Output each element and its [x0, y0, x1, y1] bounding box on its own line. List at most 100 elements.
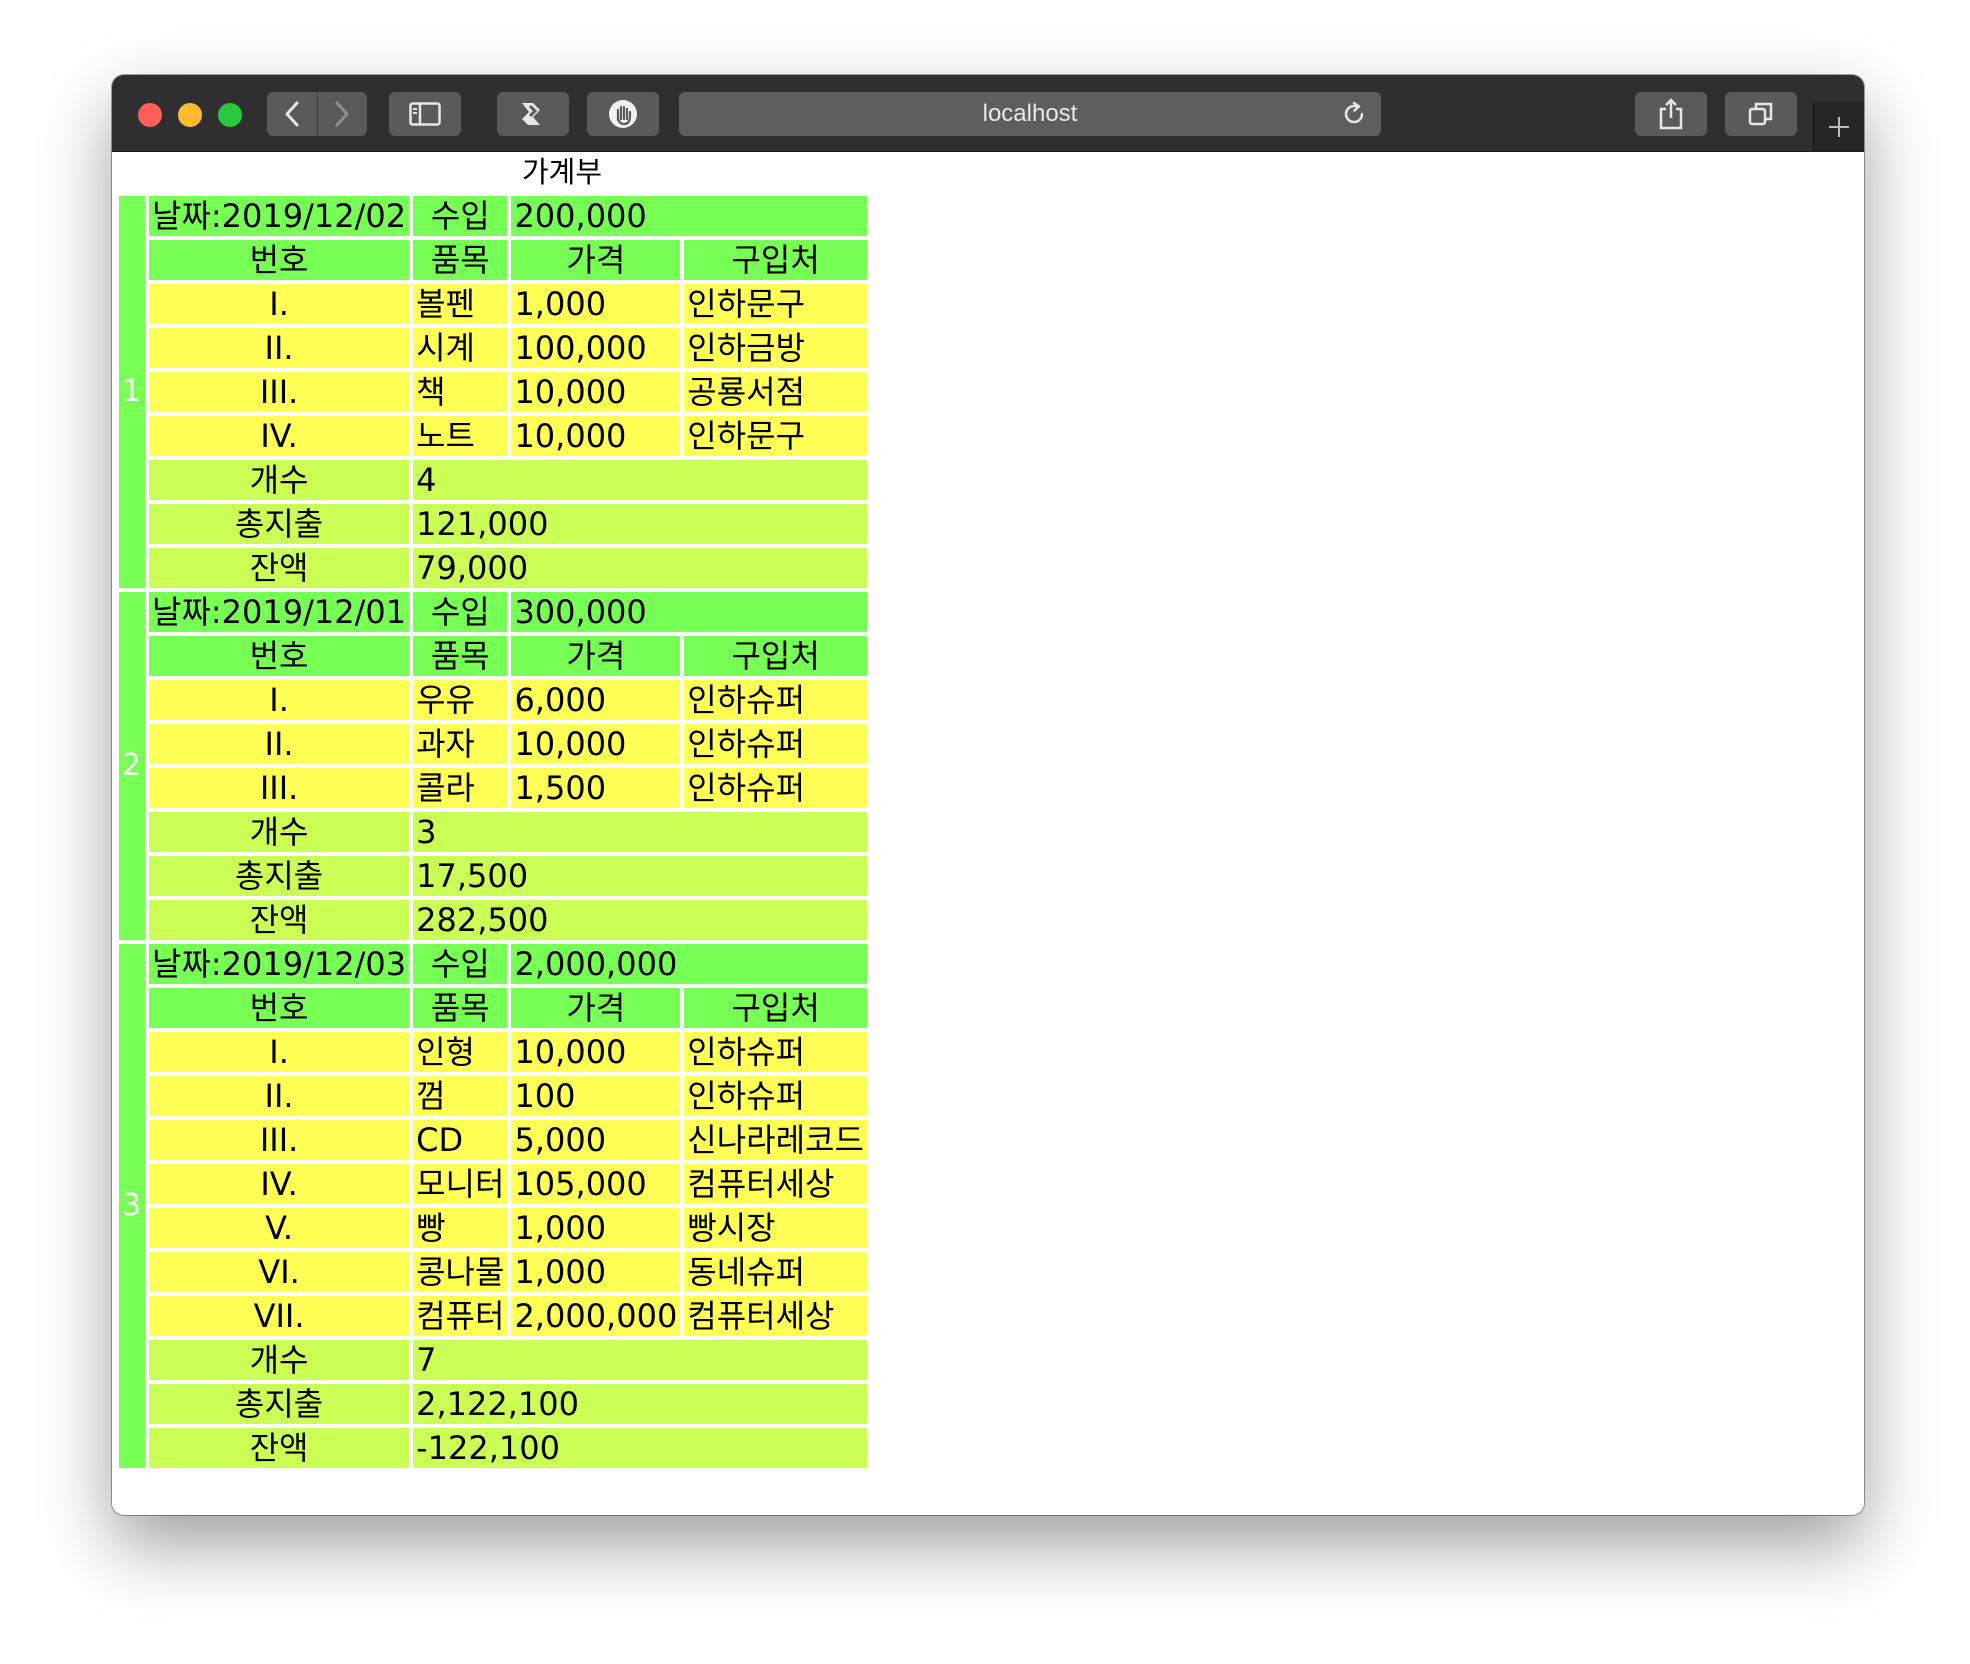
item-name: 과자 [413, 724, 508, 764]
close-window-button[interactable] [138, 103, 162, 127]
item-number: II. [149, 724, 410, 764]
browser-window: localhost 가계부 1 날짜:2019/12/02 수입 200,000 번호 품… [112, 75, 1864, 1515]
item-shop: 인하문구 [684, 284, 867, 324]
address-bar[interactable]: localhost [679, 92, 1381, 136]
column-item: 품목 [413, 240, 508, 280]
extension-icon [522, 103, 540, 125]
column-header-row: 번호 품목 가격 구입처 [119, 240, 867, 280]
ledger-table: 1 날짜:2019/12/02 수입 200,000 번호 품목 가격 구입처 I. 볼펜 1,00… [115, 192, 871, 1472]
table-row: VI. 콩나물 1,000 동네슈퍼 [119, 1252, 867, 1292]
extension-button[interactable] [497, 92, 569, 136]
sidebar-button[interactable] [389, 92, 461, 136]
item-price: 2,000,000 [511, 1296, 681, 1336]
column-header-row: 번호 품목 가격 구입처 [119, 988, 867, 1028]
summary-row-balance: 잔액 -122,100 [119, 1428, 867, 1468]
summary-value: 121,000 [413, 504, 867, 544]
minimize-window-button[interactable] [178, 103, 202, 127]
summary-label: 개수 [149, 812, 410, 852]
summary-label: 개수 [149, 460, 410, 500]
group-header-row: 3 날짜:2019/12/03 수입 2,000,000 [119, 944, 867, 1468]
item-number: III. [149, 768, 410, 808]
summary-label: 총지출 [149, 504, 410, 544]
item-name: 우유 [413, 680, 508, 720]
item-number: IV. [149, 1164, 410, 1204]
plus-icon [1829, 116, 1849, 137]
item-shop: 컴퓨터세상 [684, 1164, 867, 1204]
summary-label: 총지출 [149, 1384, 410, 1424]
item-name: 컴퓨터 [413, 1296, 508, 1336]
tabs-button[interactable] [1725, 92, 1797, 136]
income-label: 수입 [413, 944, 508, 984]
summary-row-total-expense: 총지출 17,500 [119, 856, 867, 896]
table-row: II. 시계 100,000 인하금방 [119, 328, 867, 368]
item-price: 10,000 [511, 1032, 681, 1072]
item-price: 1,000 [511, 1208, 681, 1248]
item-price: 10,000 [511, 372, 681, 412]
column-shop: 구입처 [684, 240, 867, 280]
group-header-row: 2 날짜:2019/12/01 수입 300,000 [119, 592, 867, 940]
back-icon [285, 101, 299, 127]
item-name: CD [413, 1120, 508, 1160]
item-price: 5,000 [511, 1120, 681, 1160]
item-number: VI. [149, 1252, 410, 1292]
summary-label: 잔액 [149, 548, 410, 588]
item-price: 1,000 [511, 1252, 681, 1292]
reload-button[interactable] [1341, 101, 1367, 131]
share-button[interactable] [1635, 92, 1707, 136]
tabs-icon [1748, 102, 1773, 126]
item-number: I. [149, 284, 410, 324]
table-row: III. 책 10,000 공룡서점 [119, 372, 867, 412]
back-forward-group [267, 92, 367, 136]
item-number: IV. [149, 416, 410, 456]
item-name: 콜라 [413, 768, 508, 808]
item-name: 시계 [413, 328, 508, 368]
item-number: I. [149, 680, 410, 720]
item-name: 껌 [413, 1076, 508, 1116]
summary-value: 4 [413, 460, 867, 500]
forward-button[interactable] [318, 92, 368, 136]
column-item: 품목 [413, 988, 508, 1028]
column-shop: 구입처 [684, 636, 867, 676]
item-shop: 인하슈퍼 [684, 1076, 867, 1116]
summary-value: 7 [413, 1340, 867, 1380]
item-name: 모니터 [413, 1164, 508, 1204]
item-shop: 빵시장 [684, 1208, 867, 1248]
privacy-button[interactable] [587, 92, 659, 136]
summary-row-total-expense: 총지출 121,000 [119, 504, 867, 544]
item-number: II. [149, 1076, 410, 1116]
column-header-row: 번호 품목 가격 구입처 [119, 636, 867, 676]
back-button[interactable] [267, 92, 318, 136]
item-price: 1,000 [511, 284, 681, 324]
page-content: 가계부 1 날짜:2019/12/02 수입 200,000 번호 품목 가격 구입처 I. 볼펜… [112, 152, 1864, 1515]
income-value: 200,000 [511, 196, 867, 236]
url-text: localhost [982, 100, 1078, 127]
sidebar-icon [409, 102, 441, 126]
column-price: 가격 [511, 240, 681, 280]
item-shop: 신나라레코드 [684, 1120, 867, 1160]
item-number: V. [149, 1208, 410, 1248]
income-label: 수입 [413, 196, 508, 236]
group-header-row: 1 날짜:2019/12/02 수입 200,000 [119, 196, 867, 588]
item-price: 105,000 [511, 1164, 681, 1204]
item-number: VII. [149, 1296, 410, 1336]
item-name: 콩나물 [413, 1252, 508, 1292]
income-value: 300,000 [511, 592, 867, 632]
group-date: 날짜:2019/12/02 [149, 196, 410, 236]
item-shop: 인하슈퍼 [684, 724, 867, 764]
new-tab-button[interactable] [1813, 102, 1864, 151]
summary-label: 개수 [149, 1340, 410, 1380]
item-shop: 인하슈퍼 [684, 1032, 867, 1072]
item-shop: 컴퓨터세상 [684, 1296, 867, 1336]
summary-value: -122,100 [413, 1428, 867, 1468]
item-price: 100,000 [511, 328, 681, 368]
item-number: I. [149, 1032, 410, 1072]
column-item: 품목 [413, 636, 508, 676]
table-row: I. 우유 6,000 인하슈퍼 [119, 680, 867, 720]
summary-value: 2,122,100 [413, 1384, 867, 1424]
forward-icon [335, 101, 349, 127]
zoom-window-button[interactable] [218, 103, 242, 127]
column-number: 번호 [149, 636, 410, 676]
reload-icon [1344, 101, 1364, 124]
group-index: 1 [119, 196, 145, 588]
table-row: II. 껌 100 인하슈퍼 [119, 1076, 867, 1116]
